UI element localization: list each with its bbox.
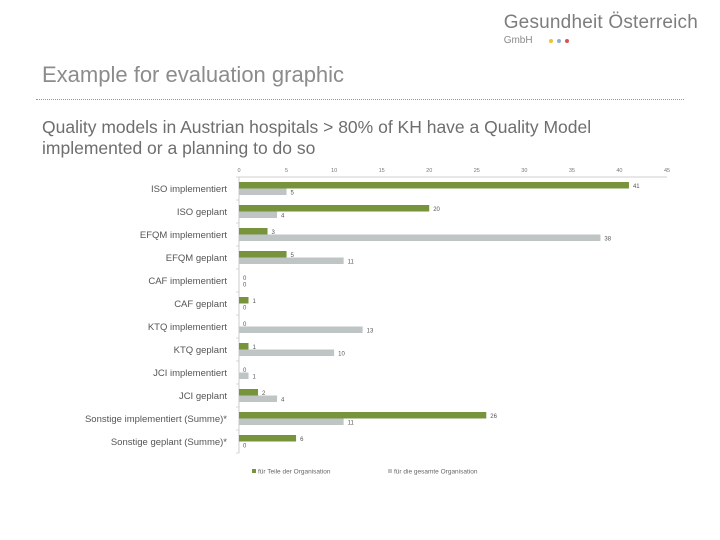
category-label: CAF implementiert — [148, 276, 227, 287]
data-label: 0 — [243, 322, 247, 328]
x-tick-label: 20 — [426, 168, 432, 174]
data-label: 10 — [338, 352, 345, 358]
bar — [239, 234, 601, 241]
data-label: 4 — [281, 398, 285, 404]
logo-dot-blue — [556, 38, 561, 43]
data-label: 3 — [272, 230, 276, 236]
x-tick-label: 25 — [474, 168, 480, 174]
category-label: Sonstige implementiert (Summe)* — [85, 414, 227, 425]
category-label: JCI implementiert — [153, 368, 227, 379]
data-label: 0 — [243, 444, 247, 450]
x-tick-label: 30 — [521, 168, 527, 174]
data-label: 0 — [243, 276, 247, 282]
data-label: 11 — [348, 260, 355, 266]
logo-dot-red — [564, 38, 569, 43]
x-tick-label: 35 — [569, 168, 575, 174]
category-label: KTQ implementiert — [148, 322, 228, 333]
category-label: KTQ geplant — [174, 345, 228, 356]
bar — [239, 349, 335, 356]
bar — [239, 297, 249, 304]
x-tick-label: 40 — [616, 168, 622, 174]
legend-swatch — [388, 469, 392, 473]
data-label: 0 — [243, 283, 247, 289]
legend-label: für Teile der Organisation — [258, 469, 331, 476]
x-tick-label: 45 — [664, 168, 670, 174]
category-label: EFQM geplant — [166, 253, 228, 264]
data-label: 41 — [633, 184, 640, 190]
data-label: 20 — [433, 207, 440, 213]
bar — [239, 182, 629, 189]
x-tick-label: 10 — [331, 168, 337, 174]
category-label: ISO implementiert — [151, 184, 227, 195]
bar — [239, 211, 278, 218]
x-tick-label: 5 — [285, 168, 288, 174]
data-label: 4 — [281, 214, 285, 220]
data-label: 6 — [300, 437, 304, 443]
data-label: 5 — [291, 253, 295, 259]
company-logo: Gesundheit Österreich GmbH — [504, 12, 698, 46]
bar — [239, 343, 249, 350]
x-tick-label: 0 — [237, 168, 240, 174]
bar — [239, 412, 487, 419]
category-label: JCI geplant — [179, 391, 227, 402]
bar — [239, 257, 344, 264]
logo-name: Gesundheit Österreich — [503, 12, 698, 33]
data-label: 26 — [490, 414, 497, 420]
logo-sub: GmbH — [504, 35, 698, 46]
bar — [239, 435, 297, 442]
category-label: Sonstige geplant (Summe)* — [111, 437, 227, 448]
data-label: 38 — [604, 237, 611, 243]
bar — [239, 205, 430, 212]
bar — [239, 251, 287, 258]
category-label: EFQM implementiert — [140, 230, 227, 241]
data-label: 0 — [243, 368, 247, 374]
bar — [239, 326, 363, 333]
x-tick-label: 15 — [379, 168, 385, 174]
data-label: 11 — [348, 421, 355, 427]
data-label: 1 — [253, 345, 257, 351]
data-label: 0 — [243, 306, 247, 312]
bar — [239, 228, 268, 235]
bar — [239, 188, 287, 195]
bar — [239, 418, 344, 425]
bar — [239, 389, 259, 396]
data-label: 5 — [291, 191, 295, 197]
logo-sub-text: GmbH — [503, 35, 533, 46]
bar — [239, 395, 278, 402]
data-label: 2 — [262, 391, 266, 397]
slide-title: Example for evaluation graphic — [42, 62, 345, 87]
title-divider — [36, 99, 684, 100]
logo-dot-yellow — [548, 38, 553, 43]
data-label: 1 — [253, 299, 257, 305]
bar — [239, 372, 249, 379]
legend-swatch — [252, 469, 256, 473]
data-label: 1 — [253, 375, 257, 381]
legend-label: für die gesamte Organisation — [394, 469, 478, 476]
data-label: 13 — [367, 329, 374, 335]
category-label: ISO geplant — [177, 207, 228, 218]
slide-subtitle: Quality models in Austrian hospitals > 8… — [42, 117, 592, 158]
category-label: CAF geplant — [174, 299, 227, 310]
